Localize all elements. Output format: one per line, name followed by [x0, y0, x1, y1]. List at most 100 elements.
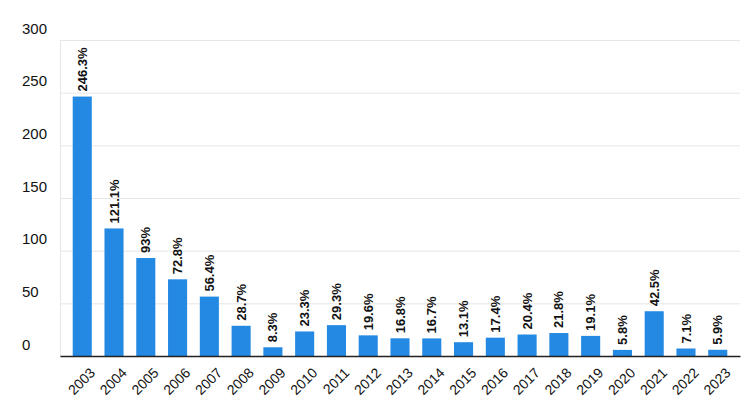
grid-line — [60, 198, 740, 199]
y-tick: 250 — [22, 72, 740, 93]
bar — [645, 311, 664, 356]
bars — [73, 97, 728, 356]
y-tick: 50 — [22, 283, 740, 304]
data-label: 7.1% — [679, 313, 694, 343]
x-tick: 2009 — [255, 364, 288, 397]
x-tick: 2008 — [224, 364, 257, 397]
data-label: 93% — [138, 227, 153, 253]
grid-line — [60, 40, 740, 41]
bar — [200, 297, 219, 356]
x-tick: 2005 — [128, 364, 161, 397]
x-tick-label: 2004 — [97, 364, 130, 397]
x-tick: 2017 — [510, 364, 543, 397]
data-label: 19.6% — [361, 293, 376, 330]
data-label: 20.4% — [520, 292, 535, 329]
data-label: 121.1% — [107, 179, 122, 224]
x-tick-label: 2019 — [573, 364, 606, 397]
x-tick: 2004 — [97, 364, 130, 397]
bar — [295, 331, 314, 356]
data-label: 23.3% — [297, 289, 312, 326]
x-tick: 2012 — [351, 364, 384, 397]
data-label: 8.3% — [265, 312, 280, 342]
x-tick-label: 2020 — [605, 364, 638, 397]
data-label: 42.5% — [647, 269, 662, 306]
grid-line — [60, 251, 740, 252]
x-tick: 2023 — [700, 364, 733, 397]
data-label: 246.3% — [75, 47, 90, 92]
x-tick-label: 2012 — [351, 364, 384, 397]
data-label: 21.8% — [551, 291, 566, 328]
bar — [708, 350, 727, 356]
bar — [263, 347, 282, 356]
data-label: 72.8% — [170, 237, 185, 274]
data-label: 16.7% — [424, 296, 439, 333]
grid-line — [60, 356, 740, 357]
bar — [486, 338, 505, 356]
y-tick-label: 200 — [22, 125, 47, 142]
data-label: 5.8% — [615, 315, 630, 345]
x-tick: 2003 — [65, 364, 98, 397]
bar — [232, 326, 251, 356]
chart: 0501001502002503002003200420052006200720… — [0, 0, 750, 415]
y-tick-label: 0 — [22, 336, 30, 353]
bar — [359, 335, 378, 356]
bar — [676, 349, 695, 356]
bar — [549, 333, 568, 356]
bar — [73, 97, 92, 356]
y-tick: 150 — [22, 178, 740, 199]
x-tick: 2019 — [573, 364, 606, 397]
y-tick-label: 300 — [22, 20, 47, 37]
y-tick: 0 — [22, 336, 740, 357]
x-tick-label: 2022 — [668, 364, 701, 397]
data-label: 16.8% — [393, 296, 408, 333]
x-tick-label: 2013 — [382, 364, 415, 397]
y-tick-label: 100 — [22, 230, 47, 247]
x-tick: 2018 — [541, 364, 574, 397]
bar — [104, 228, 123, 356]
x-axis: 2003200420052006200720082009201020112012… — [61, 357, 741, 398]
bar — [168, 279, 187, 356]
x-tick: 2011 — [320, 364, 353, 397]
data-labels: 246.3% 121.1% 93% 72.8% 56.4% 28.7% 8.3% 23.3% 2… — [75, 47, 726, 345]
data-label: 28.7% — [234, 283, 249, 320]
grid-line — [60, 145, 740, 146]
x-tick: 2015 — [446, 364, 479, 397]
y-tick: 300 — [22, 20, 740, 41]
bar — [327, 325, 346, 356]
x-tick-label: 2006 — [160, 364, 193, 397]
x-tick-label: 2007 — [192, 364, 225, 397]
x-tick-label: 2021 — [637, 364, 670, 397]
x-tick: 2010 — [287, 364, 320, 397]
x-tick: 2014 — [414, 364, 447, 397]
x-tick-label: 2010 — [287, 364, 320, 397]
y-tick: 200 — [22, 125, 740, 146]
data-label: 5.9% — [710, 315, 725, 345]
grid-line — [60, 93, 740, 94]
x-tick: 2007 — [192, 364, 225, 397]
data-label: 17.4% — [488, 295, 503, 332]
data-label: 29.3% — [329, 283, 344, 320]
x-tick: 2021 — [637, 364, 670, 397]
x-tick-label: 2005 — [128, 364, 161, 397]
x-tick-label: 2016 — [478, 364, 511, 397]
x-tick: 2006 — [160, 364, 193, 397]
x-tick: 2020 — [605, 364, 638, 397]
y-tick: 100 — [22, 230, 740, 251]
x-tick-label: 2017 — [510, 364, 543, 397]
x-axis-line — [61, 356, 741, 358]
bar — [454, 342, 473, 356]
x-tick-label: 2014 — [414, 364, 447, 397]
x-tick-label: 2003 — [65, 364, 98, 397]
x-tick: 2013 — [382, 364, 415, 397]
bar — [581, 336, 600, 356]
y-tick-label: 50 — [22, 283, 39, 300]
bar — [136, 258, 155, 356]
data-label: 56.4% — [202, 254, 217, 291]
x-tick-label: 2015 — [446, 364, 479, 397]
x-tick-label: 2008 — [224, 364, 257, 397]
x-tick-label: 2023 — [700, 364, 733, 397]
bar — [613, 350, 632, 356]
x-tick-label: 2018 — [541, 364, 574, 397]
x-tick: 2022 — [668, 364, 701, 397]
y-tick-label: 250 — [22, 72, 47, 89]
